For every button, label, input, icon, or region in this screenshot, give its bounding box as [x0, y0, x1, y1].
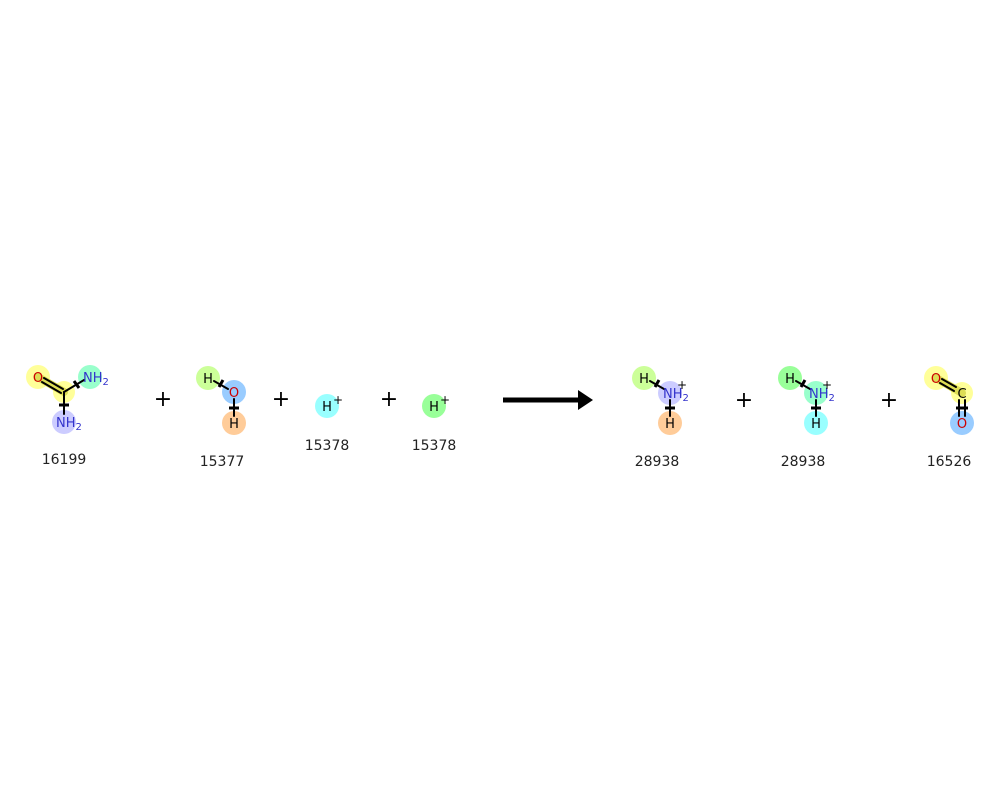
- atom-highlight-h: [422, 394, 446, 418]
- plus-sign: +: [735, 388, 753, 413]
- plus-sign: +: [880, 388, 898, 413]
- atom-label-h-bottom: H: [665, 417, 675, 432]
- arrow-head: [578, 390, 593, 410]
- bond-tick: [653, 379, 675, 410]
- compound-carbon-dioxide: O C O 16526: [924, 366, 974, 470]
- bond-c-n-top: [63, 379, 85, 393]
- atom-label-o-top: O: [931, 372, 941, 387]
- compound-id-label: 28938: [635, 454, 680, 470]
- atom-highlight-h-top: [632, 366, 656, 390]
- atom-highlight-h: [315, 394, 339, 418]
- bond-o-c-double: [939, 378, 957, 392]
- atom-label-h-top: H: [785, 372, 795, 387]
- compound-id-label: 15378: [305, 438, 350, 454]
- atom-highlight-h-bottom: [222, 411, 246, 435]
- atom-label-o-bottom: O: [957, 417, 967, 432]
- charge-label: +: [333, 393, 343, 407]
- bond-tick: [59, 380, 81, 407]
- atom-label-h-top: H: [203, 372, 213, 387]
- bond-o-c-highlight: [932, 374, 966, 397]
- compound-id-label: 15377: [200, 454, 245, 470]
- compound-ammonium-1: H NH2 + H 28938: [632, 366, 689, 470]
- compound-proton-1: H + 15378: [305, 393, 350, 454]
- reaction-arrow: [503, 390, 593, 410]
- compound-water: H O H 15377: [196, 366, 246, 470]
- atom-highlight-nh2-bottom: [52, 410, 76, 434]
- compound-id-label: 16526: [927, 454, 972, 470]
- atom-label-o: O: [33, 371, 43, 386]
- plus-sign: +: [380, 387, 398, 412]
- atom-label-h-bottom: H: [229, 417, 239, 432]
- atom-highlight-o-bottom: [950, 411, 974, 435]
- atom-highlight-h-bottom: [804, 411, 828, 435]
- atom-highlight-n: [658, 381, 682, 405]
- compound-ammonium-2: H NH2 + H 28938: [778, 366, 835, 470]
- compound-id-label: 16199: [42, 452, 87, 468]
- charge-label: +: [440, 393, 450, 407]
- atom-highlight-nh2-top: [78, 365, 102, 389]
- atom-highlight-h-top: [196, 366, 220, 390]
- atom-highlight-h-bottom: [658, 411, 682, 435]
- atom-highlight-h-top: [778, 366, 802, 390]
- compound-proton-2: H + 15378: [412, 393, 457, 454]
- bond-tick: [217, 379, 239, 410]
- plus-sign: +: [154, 387, 172, 412]
- compound-urea: O NH2 NH2 16199: [26, 365, 109, 468]
- bond-tick: [799, 379, 821, 410]
- bond-c-o-double: [41, 377, 64, 394]
- compound-id-label: 15378: [412, 438, 457, 454]
- atom-label-h-bottom: H: [811, 417, 821, 432]
- bond-c-o-highlight: [34, 373, 68, 396]
- atom-label-o: O: [229, 386, 239, 401]
- charge-label: +: [677, 378, 687, 392]
- atom-label-nh2: NH2: [663, 387, 689, 404]
- atom-highlight-n: [804, 381, 828, 405]
- atom-highlight-o: [222, 380, 246, 404]
- atom-label-h: H: [322, 400, 332, 415]
- plus-sign: +: [272, 387, 290, 412]
- atom-label-h: H: [429, 400, 439, 415]
- atom-label-c: C: [957, 387, 966, 402]
- atom-label-nh2-top: NH2: [83, 371, 109, 388]
- charge-label: +: [822, 378, 832, 392]
- atom-label-h-top: H: [639, 372, 649, 387]
- atom-label-nh2-bottom: NH2: [56, 416, 82, 433]
- compound-id-label: 28938: [781, 454, 826, 470]
- atom-label-nh2: NH2: [809, 387, 835, 404]
